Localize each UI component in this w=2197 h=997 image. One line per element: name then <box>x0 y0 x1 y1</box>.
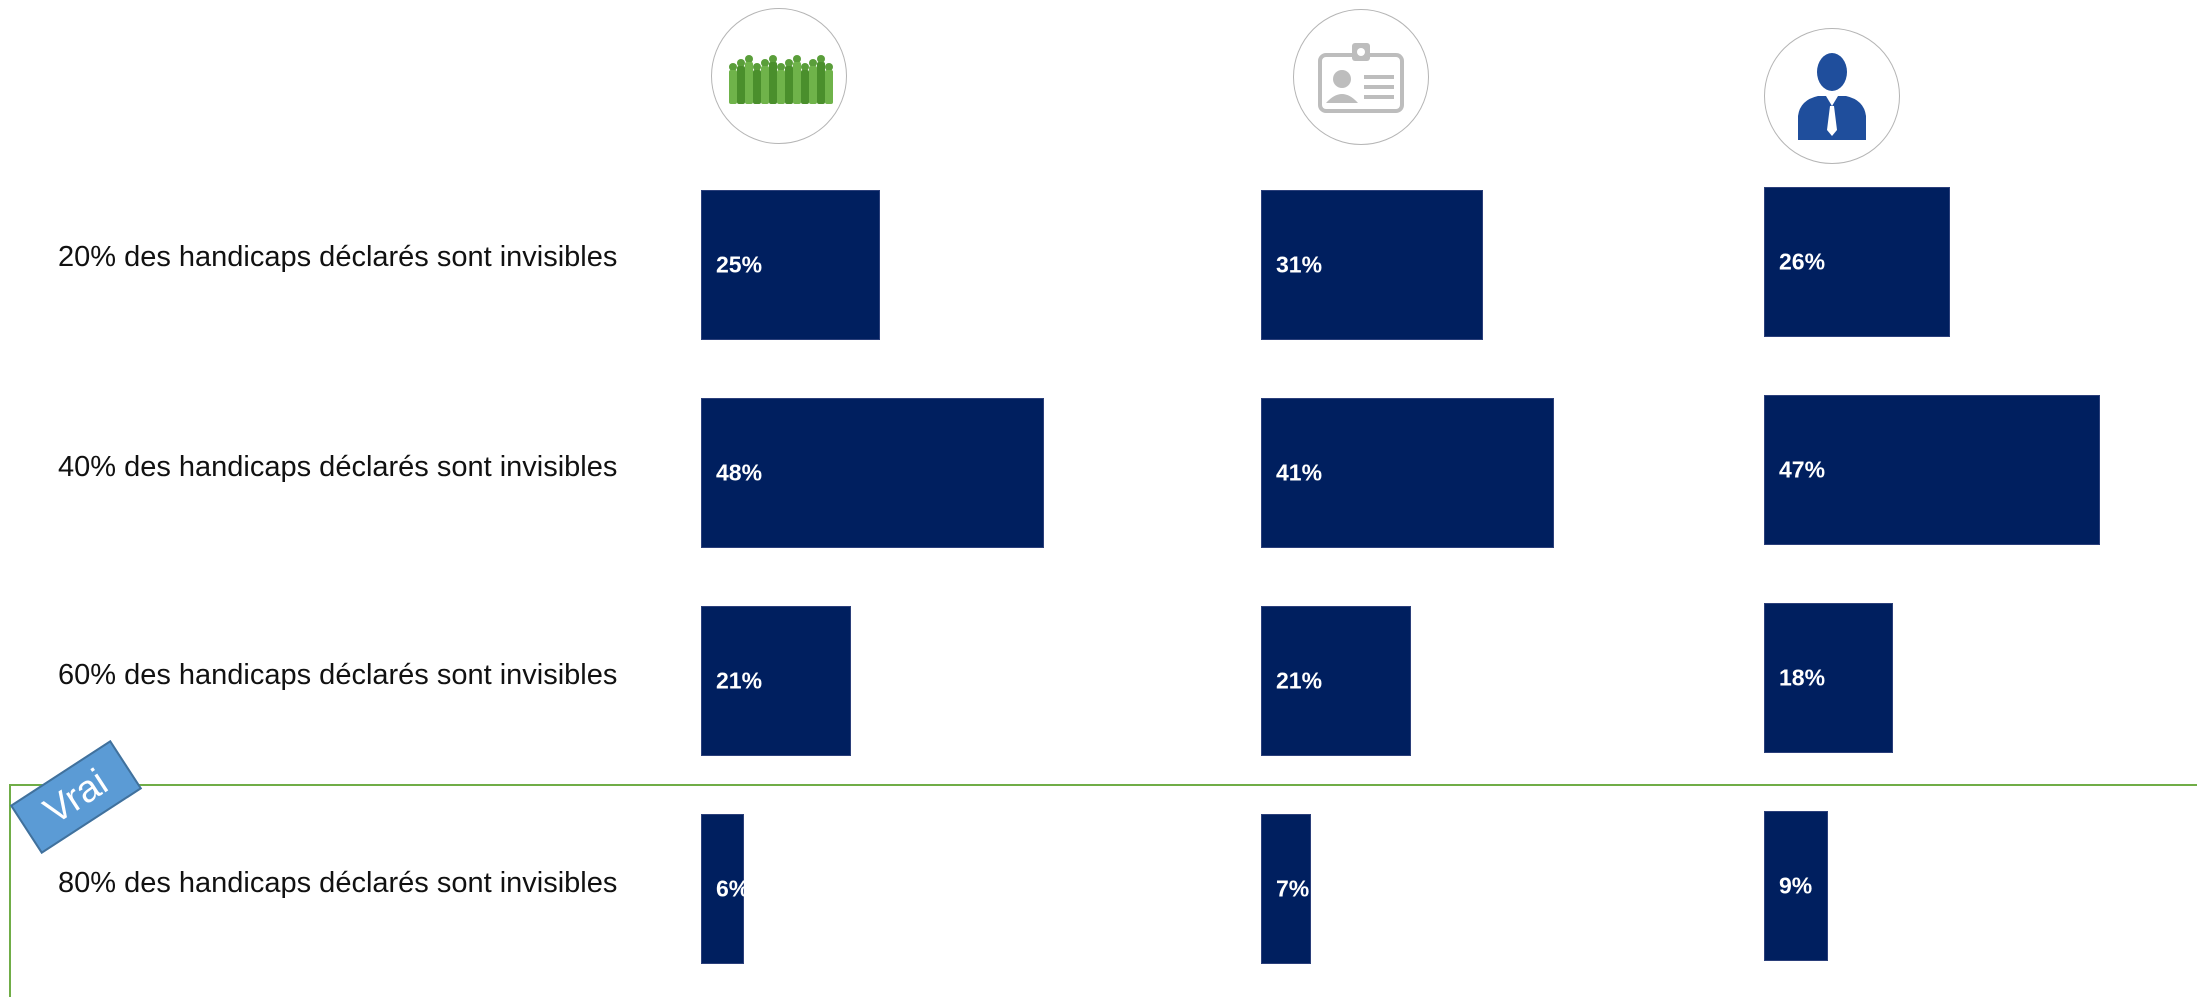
bar: 48% <box>701 398 1044 548</box>
bar: 26% <box>1764 187 1950 337</box>
bar: 25% <box>701 190 880 340</box>
bar-value-label: 31% <box>1276 251 1323 278</box>
category-label: 40% des handicaps déclarés sont invisibl… <box>58 451 618 483</box>
bar: 47% <box>1764 395 2100 545</box>
bar: 21% <box>1261 606 1411 756</box>
bar-value-label: 7% <box>1276 875 1310 902</box>
bar: 21% <box>701 606 851 756</box>
bar-value-label: 18% <box>1779 664 1826 691</box>
bar-value-label: 21% <box>716 667 763 694</box>
bar-value-label: 25% <box>716 251 763 278</box>
bar-value-label: 6% <box>716 875 750 902</box>
correct-answer-frame <box>9 784 2197 997</box>
bar-value-label: 21% <box>1276 667 1323 694</box>
category-label: 20% des handicaps déclarés sont invisibl… <box>58 241 618 273</box>
bar-value-label: 26% <box>1779 248 1826 275</box>
businessman-icon <box>1764 28 1900 164</box>
bar-value-label: 41% <box>1276 459 1323 486</box>
bar: 18% <box>1764 603 1893 753</box>
category-label: 80% des handicaps déclarés sont invisibl… <box>58 867 618 899</box>
bar-value-label: 48% <box>716 459 763 486</box>
crowd-icon <box>711 8 847 144</box>
bar: 7% <box>1261 814 1311 964</box>
bar-value-label: 47% <box>1779 456 1826 483</box>
bar: 31% <box>1261 190 1483 340</box>
category-label: 60% des handicaps déclarés sont invisibl… <box>58 659 618 691</box>
id-badge-icon <box>1293 9 1429 145</box>
bar: 41% <box>1261 398 1554 548</box>
bar-value-label: 9% <box>1779 872 1813 899</box>
bar: 9% <box>1764 811 1828 961</box>
bar: 6% <box>701 814 749 964</box>
